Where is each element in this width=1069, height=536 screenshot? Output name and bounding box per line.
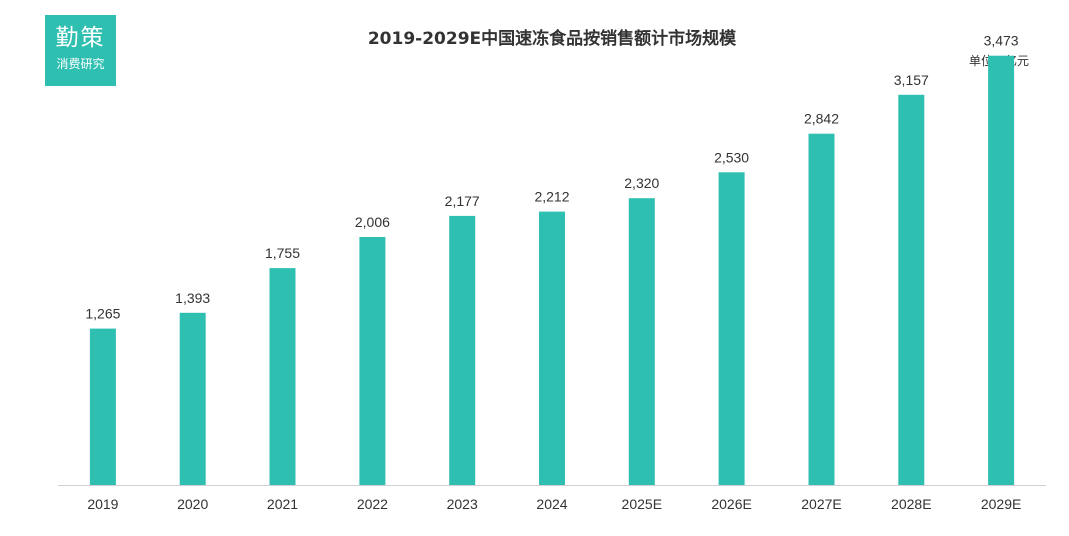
bar-2026E: [718, 172, 745, 486]
bar-2028E: [898, 94, 925, 486]
brand-logo: 勤策 消费研究: [45, 15, 116, 86]
x-tick-label-2027E: 2027E: [801, 496, 841, 512]
x-tick-label-2020: 2020: [177, 496, 208, 512]
x-tick-label-2025E: 2025E: [622, 496, 662, 512]
data-label-2026E: 2,530: [714, 149, 749, 165]
data-label-2025E: 2,320: [624, 175, 659, 191]
x-tick-label-2029E: 2029E: [981, 496, 1021, 512]
x-tick-label-2021: 2021: [267, 496, 298, 512]
x-tick-label-2022: 2022: [357, 496, 388, 512]
data-label-2022: 2,006: [355, 214, 390, 230]
data-label-2019: 1,265: [85, 306, 120, 322]
bar-2021: [269, 268, 296, 485]
data-label-2021: 1,755: [265, 245, 300, 261]
x-tick-label-2019: 2019: [87, 496, 118, 512]
chart-title: 2019-2029E中国速冻食品按销售额计市场规模: [367, 29, 737, 49]
bar-2020: [179, 312, 206, 485]
data-label-2020: 1,393: [175, 290, 210, 306]
bar-2029E: [988, 55, 1015, 485]
logo-sub-text: 消费研究: [56, 57, 105, 71]
data-label-2024: 2,212: [534, 189, 569, 205]
bar-2022: [359, 237, 386, 485]
bar-2025E: [628, 198, 655, 485]
bar-2024: [539, 211, 565, 485]
data-label-2028E: 3,157: [894, 72, 929, 88]
data-label-2027E: 2,842: [804, 111, 839, 127]
bar-2023: [449, 215, 476, 485]
data-label-2029E: 3,473: [984, 33, 1019, 49]
data-label-2023: 2,177: [445, 193, 480, 209]
logo-main-text: 勤策: [55, 25, 106, 51]
bar-2019: [89, 328, 116, 485]
bar-2027E: [808, 133, 835, 485]
x-tick-label-2024: 2024: [536, 496, 567, 512]
x-tick-label-2023: 2023: [447, 496, 478, 512]
x-tick-label-2028E: 2028E: [891, 496, 931, 512]
x-tick-label-2026E: 2026E: [711, 496, 751, 512]
